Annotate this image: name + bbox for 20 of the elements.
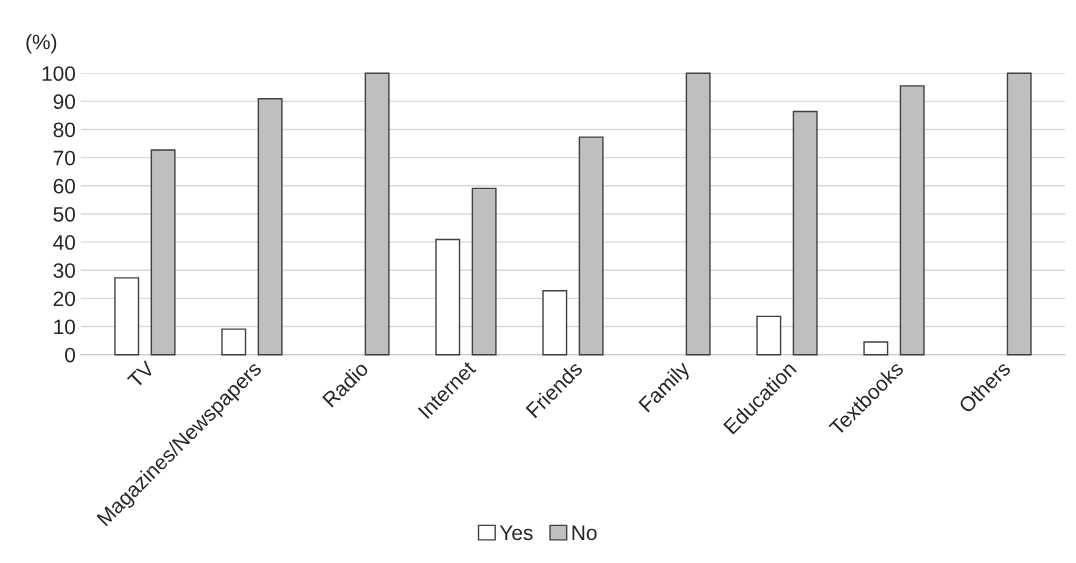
y-tick-label: 30 — [53, 263, 76, 278]
y-axis-title: (%) — [26, 34, 57, 54]
y-tick-label: 100 — [42, 66, 76, 81]
bar — [114, 277, 140, 356]
y-tick-label: 60 — [53, 178, 76, 194]
y-tick-label: 90 — [53, 94, 76, 110]
bar — [435, 238, 461, 356]
bar — [542, 290, 568, 356]
y-tick-label: 40 — [53, 235, 76, 250]
y-tick-label: 20 — [53, 291, 76, 307]
y-tick-label: 10 — [54, 319, 76, 335]
y-tick-label: 50 — [53, 206, 76, 222]
bar — [863, 341, 889, 356]
bar — [221, 328, 247, 356]
y-tick-label: 70 — [53, 150, 76, 166]
legend-label: Yes — [499, 525, 533, 541]
y-tick-label: 0 — [65, 347, 76, 363]
bar — [756, 315, 782, 356]
legend-label: No — [572, 525, 597, 541]
y-tick-label: 80 — [53, 122, 76, 138]
